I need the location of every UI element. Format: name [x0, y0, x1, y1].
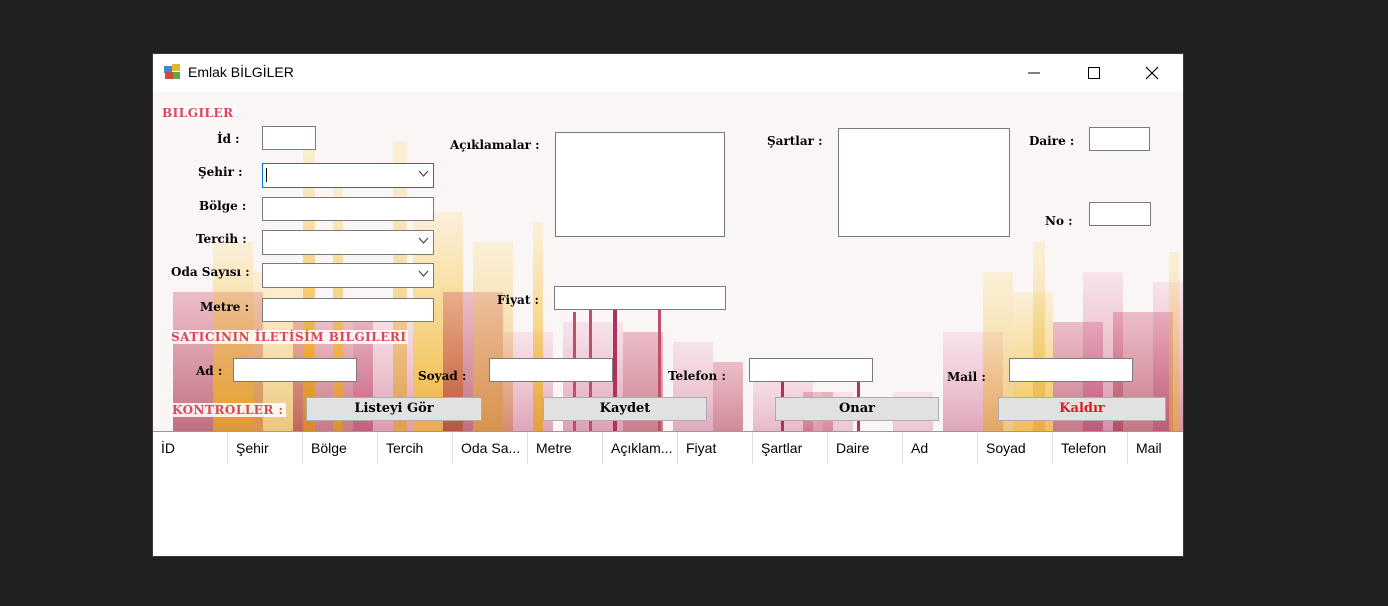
soyad-field[interactable]: [489, 358, 613, 382]
grid-column-header[interactable]: İD: [153, 432, 228, 464]
oda-sayisi-combobox[interactable]: [262, 263, 434, 288]
label-sehir: Şehir :: [198, 165, 243, 179]
label-metre: Metre :: [200, 300, 250, 314]
fiyat-field[interactable]: [554, 286, 726, 310]
grid-column-header[interactable]: Fiyat: [678, 432, 753, 464]
chevron-down-icon: [418, 270, 429, 277]
text-caret: [266, 168, 267, 182]
label-ad: Ad :: [196, 364, 223, 378]
label-aciklamalar: Açıklamalar :: [450, 138, 540, 152]
grid-column-header[interactable]: Şehir: [228, 432, 303, 464]
kaldir-button[interactable]: Kaldır: [998, 397, 1166, 421]
grid-column-header[interactable]: Oda Sa...: [453, 432, 528, 464]
label-fiyat: Fiyat :: [497, 293, 539, 307]
grid-column-header[interactable]: Telefon: [1053, 432, 1128, 464]
aciklamalar-textarea[interactable]: [555, 132, 725, 237]
minimize-icon: [1028, 72, 1040, 74]
kaydet-button[interactable]: Kaydet: [543, 397, 707, 421]
app-window: Emlak BİLGİLER: [152, 53, 1184, 557]
ad-field[interactable]: [233, 358, 357, 382]
grid-column-header[interactable]: Bölge: [303, 432, 378, 464]
grid-column-header[interactable]: Mail: [1136, 440, 1162, 456]
metre-field[interactable]: [262, 298, 434, 322]
label-daire: Daire :: [1029, 134, 1075, 148]
onar-button[interactable]: Onar: [775, 397, 939, 421]
mail-field[interactable]: [1009, 358, 1133, 382]
bolge-field[interactable]: [262, 197, 434, 221]
grid-header: İD Şehir Bölge Tercih Oda Sa... Metre Aç…: [153, 432, 1183, 464]
label-telefon: Telefon :: [668, 369, 726, 383]
maximize-icon: [1088, 67, 1100, 79]
section-bilgiler: BILGILER: [160, 106, 236, 120]
label-bolge: Bölge :: [199, 199, 247, 213]
sehir-combobox[interactable]: [262, 163, 434, 188]
grid-column-header[interactable]: Daire: [828, 432, 903, 464]
grid-column-header[interactable]: Ad: [903, 432, 978, 464]
daire-field[interactable]: [1089, 127, 1150, 151]
minimize-button[interactable]: [1011, 54, 1057, 92]
grid-column-header[interactable]: Soyad: [978, 432, 1053, 464]
section-satici-iletisim: SATICININ İLETİSİM BILGILERI: [169, 330, 409, 344]
section-kontroller: KONTROLLER :: [170, 403, 286, 417]
close-icon: [1145, 66, 1159, 80]
close-button[interactable]: [1129, 54, 1175, 92]
label-no: No :: [1045, 214, 1073, 228]
grid-column-header[interactable]: Şartlar: [753, 432, 828, 464]
label-soyad: Soyad :: [418, 369, 467, 383]
label-sartlar: Şartlar :: [767, 134, 823, 148]
grid-column-header[interactable]: Tercih: [378, 432, 453, 464]
label-id: İd :: [217, 132, 240, 146]
label-mail: Mail :: [947, 370, 986, 384]
id-field[interactable]: [262, 126, 316, 150]
window-title: Emlak BİLGİLER: [188, 64, 294, 80]
grid-column-header[interactable]: Metre: [528, 432, 603, 464]
label-tercih: Tercih :: [196, 232, 247, 246]
tercih-combobox[interactable]: [262, 230, 434, 255]
data-grid[interactable]: İD Şehir Bölge Tercih Oda Sa... Metre Aç…: [153, 431, 1183, 556]
title-bar[interactable]: Emlak BİLGİLER: [153, 54, 1183, 92]
grid-column-header[interactable]: Açıklam...: [603, 432, 678, 464]
chevron-down-icon: [418, 170, 429, 177]
telefon-field[interactable]: [749, 358, 873, 382]
listeyi-gor-button[interactable]: Listeyi Gör: [306, 397, 482, 421]
chevron-down-icon: [418, 237, 429, 244]
no-field[interactable]: [1089, 202, 1151, 226]
app-icon: [164, 64, 180, 79]
maximize-button[interactable]: [1071, 54, 1117, 92]
label-oda-sayisi: Oda Sayısı :: [171, 265, 250, 279]
sartlar-textarea[interactable]: [838, 128, 1010, 237]
form-client-area: BILGILER SATICININ İLETİSİM BILGILERI KO…: [153, 92, 1183, 556]
